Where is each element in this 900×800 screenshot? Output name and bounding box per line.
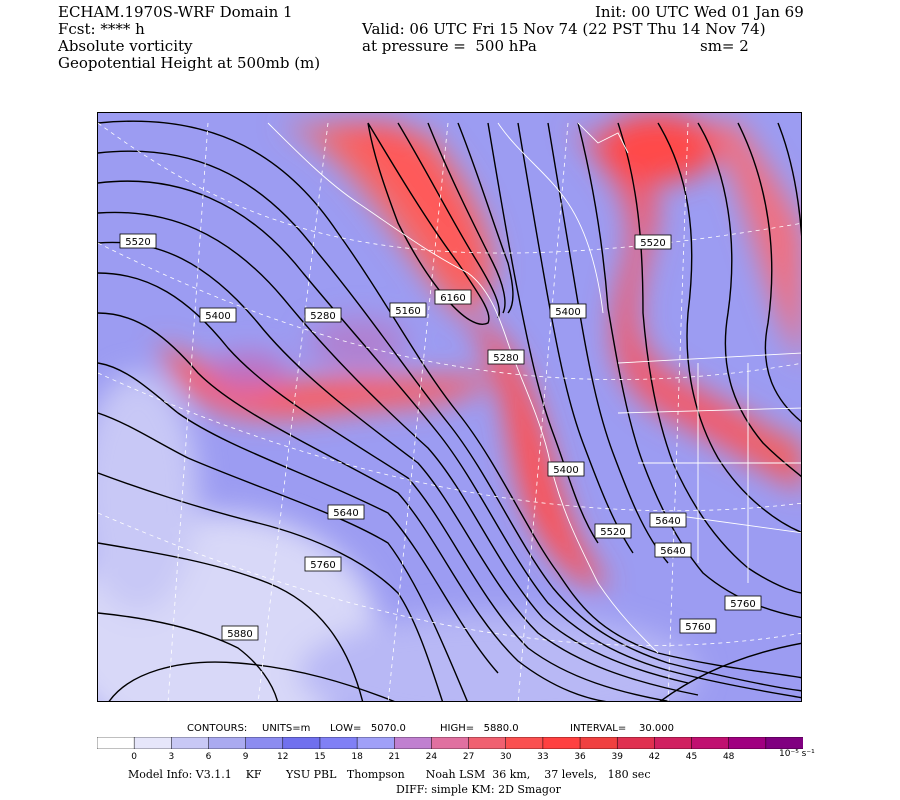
model-title: ECHAM.1970S-WRF Domain 1 — [58, 3, 293, 21]
colorbar-swatch — [468, 737, 507, 749]
svg-text:5400: 5400 — [553, 465, 578, 476]
colorbar-swatch — [394, 737, 433, 749]
contour-label: 6160 — [434, 289, 472, 305]
field-name-height: Geopotential Height at 500mb (m) — [58, 54, 321, 72]
colorbar-tick-label: 30 — [500, 752, 512, 762]
svg-text:5520: 5520 — [640, 238, 665, 249]
valid-time: Valid: 06 UTC Fri 15 Nov 74 (22 PST Thu … — [362, 20, 766, 38]
colorbar-swatch — [245, 737, 284, 749]
units-label: UNITS=m — [262, 723, 311, 734]
interval-label: INTERVAL= 30.000 — [570, 723, 674, 734]
pressure-level: at pressure = 500 hPa — [362, 37, 537, 55]
colorbar-tick-label: 45 — [685, 752, 698, 762]
contour-label: 5760 — [724, 595, 762, 611]
svg-text:5640: 5640 — [655, 516, 680, 527]
vorticity-map: 5520 5400 5280 5160 6160 5280 5400 5520 5400 5520… — [97, 112, 802, 702]
svg-text:5640: 5640 — [333, 508, 358, 519]
vorticity-shading — [98, 113, 801, 701]
svg-text:5280: 5280 — [310, 311, 335, 322]
colorbar-swatch — [319, 737, 358, 749]
colorbar-tick-label: 0 — [131, 752, 138, 762]
svg-text:5640: 5640 — [660, 546, 685, 557]
colorbar-swatch — [616, 737, 656, 749]
colorbar-swatch — [282, 737, 321, 749]
height-contours — [98, 120, 801, 701]
contour-label: 5760 — [304, 556, 342, 572]
svg-text:5520: 5520 — [125, 237, 150, 248]
colorbar-swatch — [431, 737, 470, 749]
forecast-hour: Fcst: **** h — [58, 20, 145, 38]
colorbar-unit: 10⁻⁵ s⁻¹ — [779, 749, 815, 759]
svg-text:5400: 5400 — [205, 311, 230, 322]
contour-label: 5520 — [119, 233, 157, 249]
contour-label: 5280 — [487, 349, 525, 365]
smoothing: sm= 2 — [700, 37, 749, 55]
colorbar-tick-label: 33 — [537, 752, 549, 762]
svg-text:5760: 5760 — [685, 622, 710, 633]
colorbar-swatch — [728, 737, 767, 749]
init-time: Init: 00 UTC Wed 01 Jan 69 — [595, 3, 804, 21]
contour-label: 5880 — [221, 625, 259, 641]
colorbar-swatch — [133, 737, 173, 749]
colorbar-tick-label: 9 — [242, 752, 249, 762]
colorbar-tick-label: 48 — [722, 752, 735, 762]
colorbar-swatch — [208, 737, 247, 749]
field-name-vorticity: Absolute vorticity — [58, 37, 193, 55]
colorbar-swatch — [579, 737, 618, 749]
model-info: Model Info: V3.1.1 KF YSU PBL Thompson N… — [128, 768, 651, 781]
colorbar-tick-label: 6 — [205, 752, 212, 762]
svg-text:6160: 6160 — [440, 293, 465, 304]
lat-lon-grid — [98, 122, 801, 701]
svg-text:5760: 5760 — [730, 599, 755, 610]
colorbar-tick-label: 42 — [648, 752, 661, 762]
colorbar-tick-label: 36 — [574, 752, 586, 762]
high-label: HIGH= 5880.0 — [440, 723, 519, 734]
svg-text:5520: 5520 — [600, 527, 625, 538]
colorbar-swatch — [356, 737, 396, 749]
contour-label: 5400 — [199, 307, 237, 323]
colorbar-tick-label: 18 — [351, 752, 363, 762]
svg-text:5160: 5160 — [395, 306, 420, 317]
colorbar-swatch — [171, 737, 210, 749]
colorbar-tick-label: 3 — [168, 752, 175, 762]
colorbar-tick-label: 21 — [388, 752, 400, 762]
colorbar-swatch — [691, 737, 730, 749]
contour-label: 5640 — [327, 504, 365, 520]
colorbar-swatch — [97, 737, 135, 749]
colorbar-swatch — [765, 737, 803, 749]
contour-label: 5160 — [389, 302, 427, 318]
colorbar-tick-label: 12 — [277, 752, 289, 762]
contours-label: CONTOURS: — [187, 723, 248, 734]
svg-text:5400: 5400 — [555, 307, 580, 318]
contour-labels: 5520 5400 5280 5160 6160 5280 5400 5520 5400 5520… — [119, 233, 762, 641]
colorbar-tick-label: 24 — [425, 752, 438, 762]
contour-label: 5280 — [304, 307, 342, 323]
colorbar-swatch — [505, 737, 544, 749]
contour-label: 5400 — [547, 461, 585, 477]
contour-label: 5520 — [594, 523, 632, 539]
colorbar-swatch — [542, 737, 581, 749]
contour-label: 5520 — [634, 234, 672, 250]
coastlines — [267, 122, 801, 654]
colorbar — [97, 737, 803, 749]
diff-info: DIFF: simple KM: 2D Smagor — [396, 783, 561, 796]
contour-label: 5640 — [649, 512, 687, 528]
contour-label: 5400 — [549, 303, 587, 319]
svg-text:5880: 5880 — [227, 629, 252, 640]
colorbar-tick-label: 39 — [611, 752, 623, 762]
colorbar-swatch — [654, 737, 693, 749]
colorbar-tick-label: 27 — [462, 752, 475, 762]
svg-text:5760: 5760 — [310, 560, 335, 571]
contour-label: 5640 — [654, 542, 692, 558]
colorbar-tick-label: 15 — [314, 752, 326, 762]
low-label: LOW= 5070.0 — [330, 723, 406, 734]
contour-label: 5760 — [679, 618, 717, 634]
svg-text:5280: 5280 — [493, 353, 518, 364]
